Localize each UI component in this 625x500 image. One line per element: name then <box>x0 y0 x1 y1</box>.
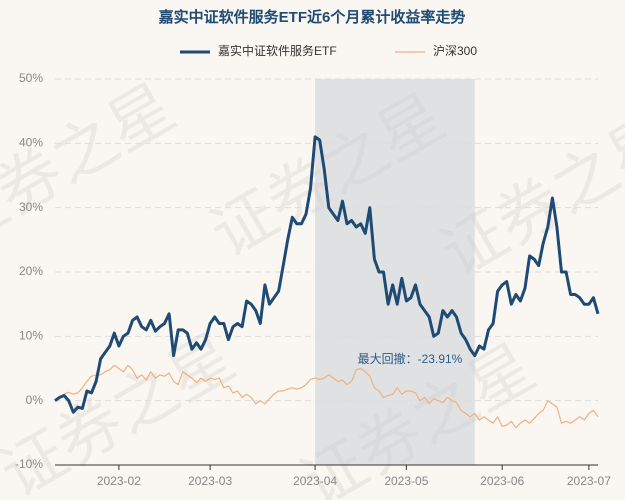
y-tick-label: 40% <box>19 136 43 150</box>
x-tick-label: 2023-04 <box>293 474 337 488</box>
drawdown-label: 最大回撤：-23.91% <box>358 351 463 366</box>
legend-label: 沪深300 <box>433 44 477 58</box>
y-tick-label: 20% <box>19 264 43 278</box>
series-line <box>54 364 599 429</box>
y-tick-label: 10% <box>19 329 43 343</box>
x-tick-label: 2023-05 <box>384 474 428 488</box>
series-line <box>54 135 600 414</box>
y-tick-label: 0% <box>26 393 44 407</box>
y-tick-label: -10% <box>15 457 43 471</box>
y-tick-label: 30% <box>19 200 43 214</box>
chart-title: 嘉实中证软件服务ETF近6个月累计收益率走势 <box>158 8 466 26</box>
legend-label: 嘉实中证软件服务ETF <box>218 43 337 58</box>
x-tick-label: 2023-07 <box>567 474 611 488</box>
x-tick-label: 2023-03 <box>188 474 232 488</box>
x-tick-label: 2023-06 <box>480 474 524 488</box>
y-tick-label: 50% <box>19 71 43 85</box>
x-tick-label: 2023-02 <box>97 474 141 488</box>
